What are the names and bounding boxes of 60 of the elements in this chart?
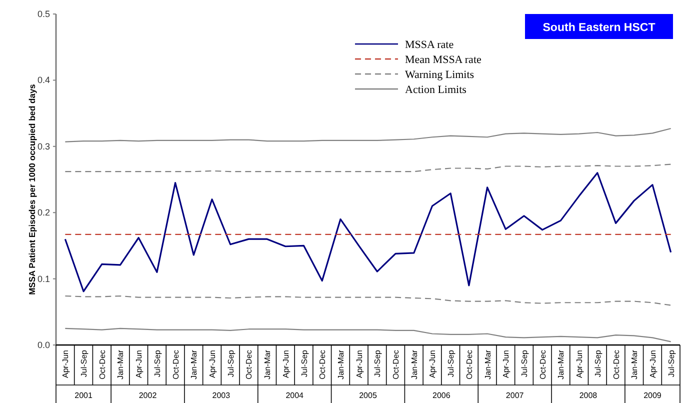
x-tick-label: Jul-Sep: [300, 349, 309, 378]
y-tick-label: 0.2: [37, 208, 50, 218]
y-axis-title: MSSA Patient Episodes per 1000 occupied bed days: [27, 84, 37, 295]
x-tick-label: Jul-Sep: [446, 349, 456, 378]
legend-label: MSSA rate: [405, 39, 454, 51]
text: 2002: [138, 391, 158, 400]
x-tick-label: Apr-Jun: [208, 350, 217, 378]
line-series: [64, 164, 672, 172]
text: 2004: [286, 391, 304, 400]
x-tick-label: Apr-Jun: [354, 350, 364, 378]
text: 2007: [506, 391, 524, 400]
x-tick-label: Jan-Mar: [410, 350, 419, 380]
y-tick-label: 0.4: [37, 75, 50, 86]
text: 2001: [74, 391, 93, 400]
x-tick-label: Jan-Mar: [483, 350, 492, 380]
x-tick-label: Jan-Mar: [630, 350, 640, 380]
line-series: [64, 295, 672, 306]
y-tick-label: 0.1: [37, 274, 50, 284]
text: 2008: [579, 391, 598, 400]
x-tick-label: Oct-Dec: [538, 350, 548, 380]
x-tick-label: Oct-Dec: [318, 350, 328, 380]
x-tick-label: Apr-Jun: [281, 350, 290, 378]
text: 2003: [212, 391, 231, 400]
x-tick-label: Apr-Jun: [575, 350, 584, 378]
x-tick-label: Jul-Sep: [520, 349, 529, 378]
x-tick-label: Jan-Mar: [336, 350, 346, 380]
x-tick-label: Apr-Jun: [648, 350, 658, 378]
x-tick-label: Oct-Dec: [392, 350, 401, 380]
x-tick-label: Jul-Sep: [152, 349, 162, 378]
x-tick-label: Oct-Dec: [612, 350, 621, 380]
text: 2005: [359, 391, 378, 400]
x-tick-label: Apr-Jun: [502, 350, 511, 378]
x-tick-label: Apr-Jun: [428, 350, 438, 378]
x-tick-label: Jul-Sep: [226, 349, 236, 378]
text: 2006: [432, 391, 451, 400]
legend-label: Action Limits: [405, 84, 466, 96]
line-series: [64, 172, 672, 292]
legend-label: Mean MSSA rate: [405, 54, 482, 66]
x-tick-label: Jul-Sep: [80, 349, 89, 378]
y-tick-label: 0.0: [37, 340, 50, 350]
x-tick-label: Jul-Sep: [666, 349, 676, 378]
x-tick-label: Oct-Dec: [244, 350, 254, 380]
x-tick-label: Oct-Dec: [171, 350, 180, 380]
line-series: [64, 128, 672, 142]
y-tick-label: 0.5: [37, 9, 50, 19]
x-tick-label: Jan-Mar: [556, 350, 566, 380]
x-tick-label: Jan-Mar: [263, 350, 272, 380]
legend-label: Warning Limits: [405, 69, 474, 81]
x-tick-label: Jul-Sep: [593, 349, 602, 378]
text: 2009: [644, 391, 662, 400]
x-tick-label: Oct-Dec: [98, 350, 107, 380]
x-tick-label: Jan-Mar: [190, 350, 199, 380]
text: South Eastern HSCT: [542, 22, 656, 34]
x-tick-label: Apr-Jun: [134, 350, 144, 378]
x-tick-label: Oct-Dec: [464, 350, 474, 380]
x-tick-label: Jul-Sep: [373, 349, 382, 378]
y-tick-label: 0.3: [37, 141, 50, 152]
x-tick-label: Jan-Mar: [116, 350, 126, 380]
line-series: [64, 328, 672, 342]
x-tick-label: Apr-Jun: [61, 350, 70, 378]
